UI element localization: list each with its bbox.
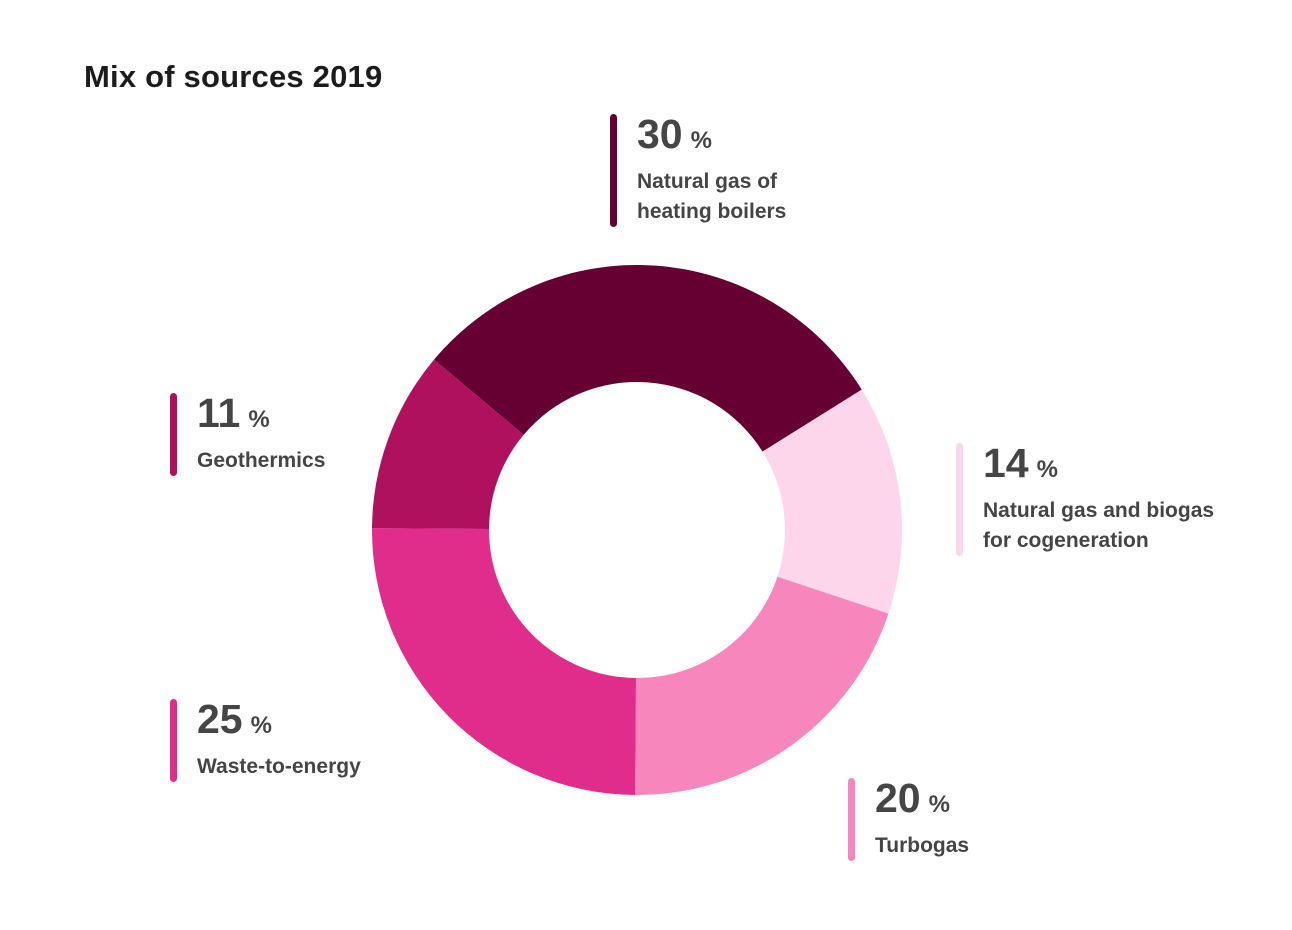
callout-waste-to-energy: 25% Waste-to-energy <box>170 699 361 782</box>
callout-color-bar <box>610 114 617 227</box>
slice-label-line: Turbogas <box>875 834 970 857</box>
data-label-value: 11 <box>197 390 241 436</box>
slice-label: Waste-to-energy <box>197 752 361 782</box>
data-label-value: 20 <box>875 775 921 821</box>
chart-title: Mix of sources 2019 <box>84 59 383 94</box>
callout-body: 25% Waste-to-energy <box>197 699 361 782</box>
callout-natural-gas-of-heating-boilers: 30% Natural gas of heating boilers <box>610 114 786 227</box>
callout-geothermics: 11% Geothermics <box>170 393 325 476</box>
data-label-value: 30 <box>637 111 683 157</box>
data-label-unit: % <box>250 712 272 739</box>
callout-turbogas: 20% Turbogas <box>848 778 969 861</box>
slice-label-line: Natural gas of <box>637 170 778 193</box>
callout-value-row: 20% <box>875 778 969 819</box>
slice-turbogas <box>635 576 889 795</box>
slice-natural-gas-of-heating-boilers <box>433 264 862 452</box>
callout-body: 20% Turbogas <box>875 778 969 861</box>
slice-geothermics <box>372 359 524 529</box>
data-label-value: 14 <box>983 440 1029 486</box>
slice-label-line: Natural gas and biogas <box>983 499 1215 522</box>
callout-body: 30% Natural gas of heating boilers <box>637 114 786 227</box>
callout-value-row: 11% <box>197 393 325 434</box>
slice-waste-to-energy <box>372 528 636 795</box>
data-label-value: 25 <box>197 696 243 742</box>
data-label-unit: % <box>928 791 950 818</box>
callout-value-row: 14% <box>983 443 1214 484</box>
callout-body: 11% Geothermics <box>197 393 325 476</box>
data-label-unit: % <box>1036 456 1058 483</box>
slice-label-line: for cogeneration <box>983 529 1149 552</box>
slice-label: Geothermics <box>197 446 325 476</box>
slice-label: Natural gas and biogas for cogeneration <box>983 496 1214 556</box>
slice-label: Turbogas <box>875 831 969 861</box>
callout-value-row: 25% <box>197 699 361 740</box>
slice-label-line: Waste-to-energy <box>197 755 361 778</box>
slice-label-line: heating boilers <box>637 200 787 223</box>
slice-natural-gas-and-biogas-for-cogeneration <box>762 389 902 614</box>
callout-body: 14% Natural gas and biogas for cogeneratio… <box>983 443 1214 556</box>
callout-natural-gas-and-biogas-for-cogeneration: 14% Natural gas and biogas for cogeneratio… <box>956 443 1214 556</box>
callout-color-bar <box>170 699 177 782</box>
callout-color-bar <box>956 443 963 556</box>
callout-color-bar <box>848 778 855 861</box>
slice-label: Natural gas of heating boilers <box>637 167 786 227</box>
callout-color-bar <box>170 393 177 476</box>
slice-label-line: Geothermics <box>197 449 326 472</box>
data-label-unit: % <box>248 406 270 433</box>
data-label-unit: % <box>690 127 712 154</box>
callout-value-row: 30% <box>637 114 786 155</box>
